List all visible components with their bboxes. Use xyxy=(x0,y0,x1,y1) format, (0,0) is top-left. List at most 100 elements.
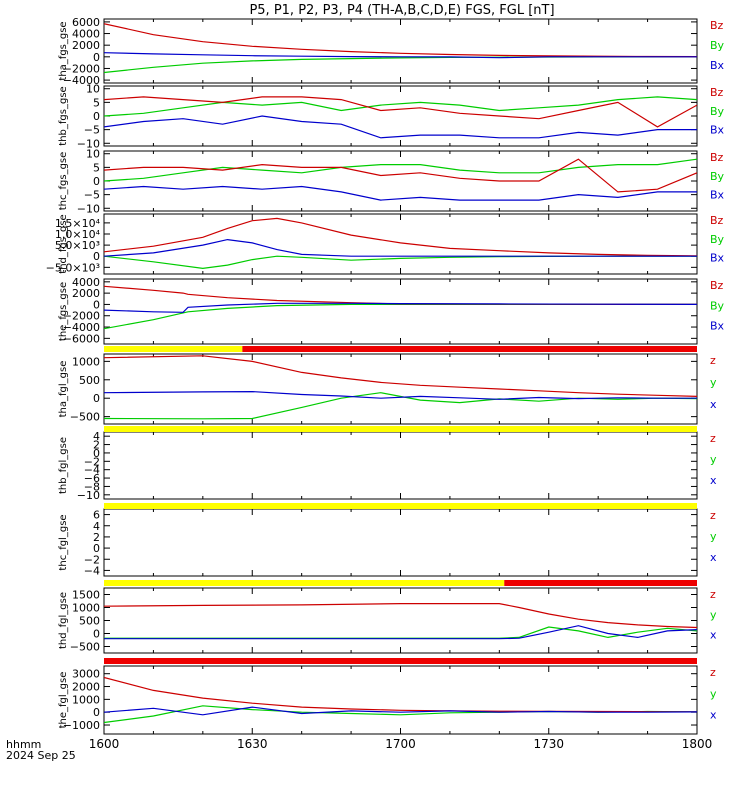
legend-z: z xyxy=(710,588,716,601)
y-tick-label: 2000 xyxy=(72,39,100,52)
x-tick-label: 1700 xyxy=(385,737,416,751)
y-tick-label: 3000 xyxy=(72,668,100,681)
legend-By: By xyxy=(710,170,725,183)
legend-z: z xyxy=(710,509,716,522)
legend-y: y xyxy=(710,453,717,466)
y-tick-label: 0 xyxy=(93,298,100,311)
y-tick-label: −6000 xyxy=(63,332,100,345)
mode-bar-red xyxy=(242,346,697,352)
y-tick-label: 4000 xyxy=(72,28,100,41)
legend-Bz: Bz xyxy=(710,86,724,99)
y-axis-label: the_fgl_gse xyxy=(58,672,69,729)
y-tick-label: 6000 xyxy=(72,16,100,29)
legend-By: By xyxy=(710,39,725,52)
series-Bz xyxy=(104,158,697,193)
y-tick-label: −10 xyxy=(77,137,100,150)
legend-z: z xyxy=(710,666,716,679)
legend-Bz: Bz xyxy=(710,19,724,32)
y-tick-label: 0 xyxy=(93,175,100,188)
y-tick-label: 2000 xyxy=(72,287,100,300)
y-tick-label: 1.0×10⁴ xyxy=(55,228,101,241)
y-tick-label: 5.0×10³ xyxy=(55,239,100,252)
series-Bx xyxy=(104,302,697,313)
y-axis-label: thc_fgl_gse xyxy=(58,514,69,570)
y-tick-label: −5.0×10³ xyxy=(46,261,100,274)
series-x xyxy=(104,706,697,716)
y-tick-label: 1000 xyxy=(72,355,100,368)
legend-y: y xyxy=(710,687,717,700)
y-tick-label: 1500 xyxy=(72,589,100,602)
mode-bar-yellow xyxy=(104,426,697,432)
y-tick-label: −2 xyxy=(84,553,100,566)
mode-bar-red xyxy=(504,580,697,586)
y-tick-label: 2 xyxy=(93,439,100,452)
y-tick-label: −500 xyxy=(70,641,100,654)
y-tick-label: 1000 xyxy=(72,602,100,615)
series-Bx xyxy=(104,185,697,201)
y-tick-label: 0 xyxy=(93,250,100,263)
legend-y: y xyxy=(710,530,717,543)
panel-frame xyxy=(103,431,698,500)
y-tick-label: 500 xyxy=(79,374,100,387)
panel-frame xyxy=(103,353,698,425)
series-Bz xyxy=(104,96,697,128)
y-axis-label: thc_fgs_gse xyxy=(58,152,69,211)
mode-bar-yellow xyxy=(104,503,697,509)
y-axis-label: tha_fgl_gse xyxy=(58,361,69,418)
y-tick-label: 5 xyxy=(93,96,100,109)
y-tick-label: 4000 xyxy=(72,276,100,289)
time-axis: 1600 1630 1700 1730 1800 xyxy=(89,737,713,751)
mode-bar-yellow xyxy=(104,580,505,586)
y-tick-label: 0 xyxy=(93,447,100,460)
y-tick-label: 1000 xyxy=(72,693,100,706)
y-tick-label: 10 xyxy=(86,148,100,161)
legend-Bx: Bx xyxy=(710,59,725,72)
legend-y: y xyxy=(710,376,717,389)
series-x xyxy=(104,625,697,640)
legend-x: x xyxy=(710,551,717,564)
y-tick-label: 0 xyxy=(93,51,100,64)
y-tick-label: 5 xyxy=(93,161,100,174)
series-z xyxy=(104,602,697,629)
legend-By: By xyxy=(710,299,725,312)
y-tick-label: −2000 xyxy=(63,62,100,75)
y-tick-label: 0 xyxy=(93,110,100,123)
series-x xyxy=(104,390,697,400)
series-y xyxy=(104,705,697,724)
y-tick-label: −8 xyxy=(84,480,100,493)
series-Bz xyxy=(104,217,697,257)
y-axis-label: thd_fgl_gse xyxy=(58,592,69,649)
spacecraft-mode-bars xyxy=(104,346,697,664)
y-axis-label: thb_fgl_gse xyxy=(58,437,69,494)
y-tick-label: 2000 xyxy=(72,681,100,694)
figure-title: P5, P1, P2, P3, P4 (TH-A,B,C,D,E) FGS, F… xyxy=(249,3,554,18)
y-axis-label: tha_fgs_gse xyxy=(58,21,69,80)
series-By xyxy=(104,303,697,330)
legend-x: x xyxy=(710,474,717,487)
panel-frame xyxy=(103,213,698,275)
legend-Bx: Bx xyxy=(710,320,725,333)
y-tick-label: 6 xyxy=(93,509,100,522)
series-By xyxy=(104,255,697,270)
panel-thd_fgs_gse: 1.5×10⁴1.0×10⁴5.0×10³0−5.0×10³thd_fgs_gs… xyxy=(46,213,725,275)
series-Bx xyxy=(104,238,697,257)
legend-By: By xyxy=(710,233,725,246)
time-axis-label: hhmm xyxy=(6,738,41,751)
panel-thb_fgl_gse: 420−2−4−6−8−10 thb_fgl_gse zyx xyxy=(58,430,717,502)
y-tick-label: 0 xyxy=(93,392,100,405)
series-By xyxy=(104,158,697,182)
y-axis-label: thd_fgs_gse xyxy=(58,214,69,273)
y-tick-label: 0 xyxy=(93,542,100,555)
legend-Bx: Bx xyxy=(710,189,725,202)
y-tick-label: 4 xyxy=(93,520,100,533)
panel-frame xyxy=(103,665,698,735)
